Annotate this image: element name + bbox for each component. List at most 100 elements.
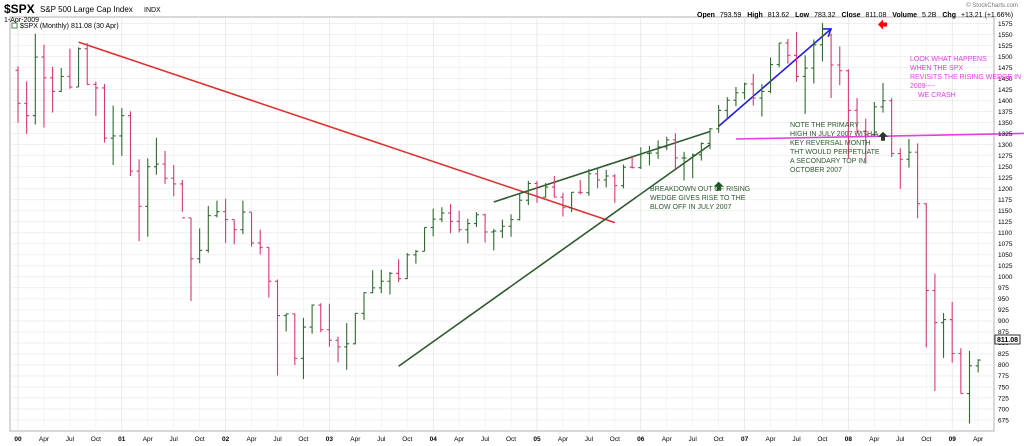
x-tick-label: Apr [558, 436, 569, 443]
primary-high-line-1: NOTE THE PRIMARY [790, 122, 859, 129]
ohlc-bar [845, 69, 851, 158]
ohlc-bar [84, 42, 90, 85]
ohlc-bar [344, 323, 350, 370]
ohlc-bar [430, 208, 436, 237]
ohlc-bar [819, 23, 825, 62]
ohlc-bar [837, 46, 843, 86]
last-price-value: 811.08 [997, 337, 1018, 344]
ohlc-bar [707, 127, 713, 150]
ohlc-bar [906, 138, 912, 168]
x-tick-label: Jul [481, 436, 490, 443]
x-tick-label: Oct [402, 436, 412, 443]
magenta-trendline [735, 132, 1024, 140]
ohlc-bar [162, 150, 168, 184]
x-tick-label: Jul [170, 436, 179, 443]
ohlc-bar [698, 142, 704, 161]
ohlc-bar [897, 148, 903, 189]
ohlc-bar [595, 168, 601, 189]
y-tick-label: 900 [998, 318, 1009, 325]
ohlc-bar [300, 317, 306, 380]
ohlc-bar [58, 68, 64, 92]
y-tick-label: 1150 [998, 208, 1012, 215]
primary-high-line-3: KEY REVERSAL MONTH [790, 140, 871, 147]
source-credit: © StockCharts.com [966, 2, 1018, 9]
price-bars [15, 23, 981, 424]
open-value: 793.59 [720, 12, 742, 19]
chg-value: +13.21 (+1.66%) [961, 12, 1013, 19]
y-tick-label: 1075 [998, 241, 1013, 248]
ohlc-bar [854, 98, 860, 134]
ohlc-bar [785, 39, 791, 64]
look-line-2: WHEN THE SPX [910, 65, 963, 72]
blue-arrowhead [822, 28, 833, 38]
y-tick-label: 975 [998, 285, 1009, 292]
ohlc-bar [724, 97, 730, 119]
ohlc-bar [50, 66, 56, 113]
y-tick-label: 700 [998, 406, 1009, 413]
markers [713, 19, 888, 191]
y-tick-label: 1525 [998, 43, 1013, 50]
ohlc-bar [257, 229, 263, 255]
ohlc-bar [603, 169, 609, 188]
volume-value: 5.2B [922, 12, 937, 19]
ohlc-bar [15, 66, 21, 123]
y-tick-label: 1250 [998, 164, 1013, 171]
primary-high-line-5: A SECONDARY TOP IN [790, 158, 865, 165]
ohlc-bar [153, 137, 159, 175]
primary-high-line-4: THT WOULD PERPETUATE [790, 149, 880, 156]
blue-trendline [718, 28, 832, 127]
y-tick-label: 1025 [998, 263, 1013, 270]
low-label: Low [795, 12, 810, 19]
ohlc-bar [465, 218, 471, 244]
ohlc-bar [525, 180, 531, 206]
x-tick-label: 00 [14, 436, 22, 443]
y-tick-label: 1475 [998, 65, 1013, 72]
y-tick-label: 1050 [998, 252, 1013, 259]
y-tick-label: 675 [998, 417, 1009, 424]
ohlc-bar [759, 83, 765, 117]
y-tick-label: 1125 [998, 219, 1012, 226]
symbol: $SPX [4, 2, 35, 16]
ohlc-bar [621, 164, 626, 189]
ohlc-bar [292, 313, 298, 365]
ohlc-bar [923, 203, 929, 348]
y-tick-label: 1550 [998, 32, 1013, 39]
y-tick-label: 825 [998, 351, 1009, 358]
ohlc-bar [508, 214, 514, 237]
y-tick-label: 1575 [998, 21, 1013, 28]
ohlc-bar [266, 246, 272, 298]
ohlc-bar [326, 303, 332, 347]
ohlc-bar [171, 164, 177, 197]
ohlc-bar [612, 174, 618, 203]
y-tick-label: 1000 [998, 274, 1013, 281]
ohlc-bar [534, 180, 540, 203]
y-tick-label: 1325 [998, 131, 1013, 138]
y-tick-label: 925 [998, 307, 1009, 314]
x-tick-label: Apr [869, 436, 880, 443]
x-tick-label: Jul [377, 436, 386, 443]
primary-high-note: NOTE THE PRIMARY HIGH IN JULY 2007 WITH … [790, 122, 882, 174]
ohlc-bar [422, 226, 428, 252]
green-trendline [398, 144, 711, 367]
x-tick-label: Oct [195, 436, 205, 443]
ohlc-bar [335, 336, 341, 363]
ohlc-bar [863, 118, 869, 164]
x-tick-label: 05 [533, 436, 541, 443]
close-label: Close [841, 12, 860, 19]
y-tick-label: 725 [998, 395, 1009, 402]
ohlc-bar [499, 219, 505, 239]
high-value: 813.62 [768, 12, 790, 19]
x-tick-label: Oct [91, 436, 101, 443]
ohlc-bar [24, 81, 30, 134]
x-tick-label: Oct [921, 436, 931, 443]
ohlc-bar [223, 198, 229, 243]
x-tick-label: Apr [39, 436, 50, 443]
ohlc-bar [880, 83, 886, 113]
x-tick-label: 09 [949, 436, 957, 443]
ohlc-bar [110, 105, 116, 165]
ohlc-bar [404, 253, 410, 280]
ohlc-bar [439, 207, 445, 223]
ohlc-bar [197, 228, 203, 264]
y-tick-label: 1500 [998, 54, 1013, 61]
